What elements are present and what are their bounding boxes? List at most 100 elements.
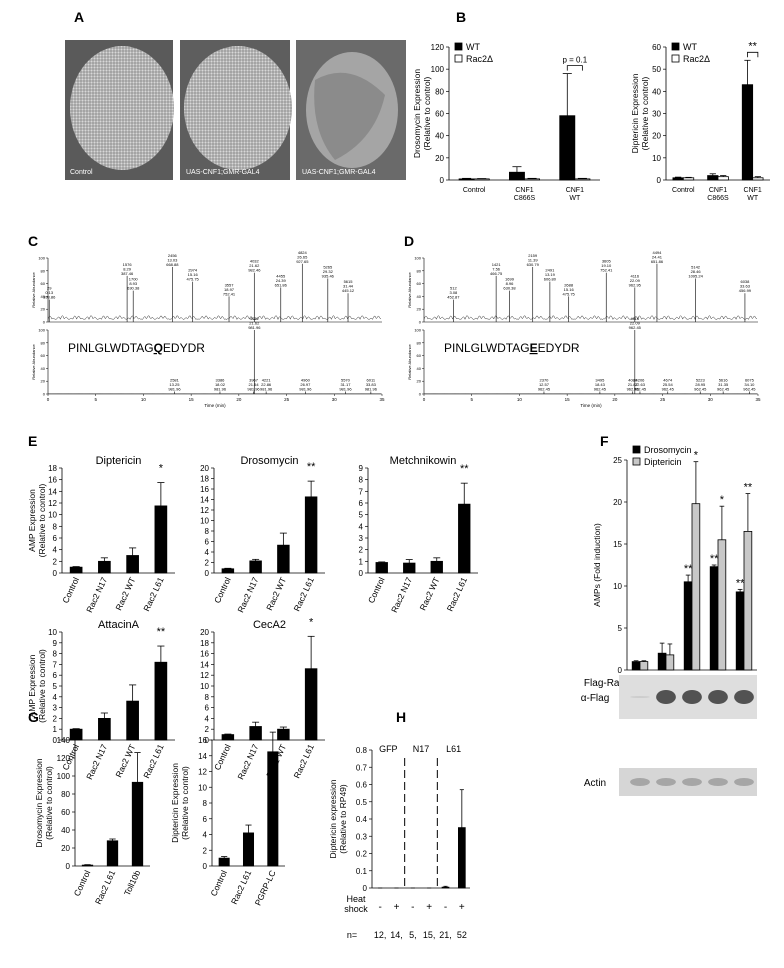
annotation: ** — [744, 482, 753, 494]
peak-label: 3605 — [602, 259, 612, 264]
bar — [154, 661, 168, 741]
y-axis-label: Diptericin Expression — [170, 763, 180, 843]
x-tick-label: CNF1 C866S — [514, 187, 536, 202]
panel-label: F — [600, 433, 609, 449]
y-tick-label: 8 — [203, 799, 208, 808]
y-tick-label: 10 — [48, 628, 57, 637]
peak-label: 5142 — [691, 264, 701, 269]
bar — [98, 718, 111, 741]
peak-label: 606.80 — [544, 277, 557, 282]
y-tick-label: 60 — [41, 353, 46, 358]
annotation: ** — [157, 626, 166, 638]
bar — [106, 840, 119, 867]
peak-label: 2456 — [168, 253, 178, 258]
peak-label: 752.41 — [600, 268, 613, 273]
chart-title: Metchnikowin — [390, 455, 457, 467]
panel-label: A — [74, 9, 84, 25]
bar — [683, 581, 693, 671]
y-tick-label: 40 — [417, 294, 422, 299]
peak-label: 24.41 — [652, 254, 663, 259]
y-tick-label: 12 — [198, 768, 207, 777]
y-tick-label: 25 — [613, 456, 622, 465]
y-tick-label: 0 — [43, 392, 46, 397]
annotation: ** — [736, 577, 745, 589]
peak-label: 28.46 — [691, 269, 702, 274]
bar — [458, 178, 475, 181]
y-tick-label: 14 — [198, 752, 207, 761]
x-tick-label: 0 — [423, 397, 426, 402]
peak-label: 1095.24 — [688, 273, 703, 278]
y-axis-label: (Relative to control) — [44, 766, 54, 840]
y-tick-label: 4 — [205, 714, 210, 723]
bar — [267, 751, 279, 867]
y-axis-label: Relative Abundance — [31, 343, 36, 379]
bar — [403, 562, 416, 574]
bar — [524, 178, 541, 181]
x-tick-label: + — [459, 902, 465, 913]
sequence: PINLGLWDTAGQEDYDR — [68, 341, 205, 355]
y-axis-label: AMP Expression — [27, 654, 37, 717]
y-tick-label: 0.2 — [356, 850, 368, 859]
x-tick-label: CNF1 WT — [744, 187, 762, 202]
annotation: ** — [748, 40, 757, 52]
error-bar — [224, 567, 232, 569]
x-tick-label-line: Control — [463, 187, 486, 194]
y-tick-label: 20 — [41, 379, 46, 384]
y-tick-label: 80 — [41, 340, 46, 345]
y-axis-label: Relative Abundance — [407, 271, 412, 307]
bar — [508, 171, 525, 181]
peak-label: 962.95 — [629, 282, 642, 287]
peak-label: 12.57 — [539, 382, 550, 387]
peak-label: 962.45 — [627, 386, 640, 391]
error-bar — [693, 461, 699, 504]
bar — [665, 654, 675, 671]
sequence-part: E — [530, 341, 538, 355]
peak-label: 5570 — [341, 377, 351, 382]
bar — [304, 668, 318, 741]
n-value: 5, — [409, 930, 417, 940]
x-tick-label-line: WT — [747, 195, 759, 202]
legend-label: Rac2Δ — [466, 54, 493, 64]
y-tick-label: 15 — [613, 540, 622, 549]
peak-label: 962.45 — [634, 386, 647, 391]
bar — [154, 505, 168, 574]
y-tick-label: 60 — [435, 110, 444, 119]
annotation: ** — [307, 461, 316, 473]
error-bar — [719, 505, 725, 540]
y-tick-label: 80 — [61, 790, 70, 799]
annotation: ** — [684, 563, 693, 575]
peak-label: 456.99 — [739, 288, 752, 293]
error-bar — [737, 588, 743, 592]
y-tick-label: 16 — [200, 650, 209, 659]
y-tick-label: 0 — [419, 392, 422, 397]
y-axis-label: Drosomycin Expression — [412, 69, 422, 159]
y-tick-label: 80 — [41, 268, 46, 273]
y-tick-label: 4 — [203, 831, 208, 840]
bar — [682, 177, 695, 181]
error-bar — [667, 643, 673, 655]
legend-label: Diptericin — [644, 457, 682, 467]
peak-label: 512 — [450, 286, 457, 291]
error-bar — [109, 838, 116, 841]
n-value: 14, — [390, 930, 403, 940]
x-tick-label: Rac2 L61 — [93, 868, 118, 905]
peak-label: 4032 — [250, 259, 260, 264]
y-tick-label: 10 — [200, 517, 209, 526]
y-tick-label: 40 — [41, 294, 46, 299]
y-tick-label: 80 — [417, 268, 422, 273]
error-bar — [443, 885, 448, 888]
error-bar — [72, 728, 80, 730]
peak-label: 22.63 — [635, 382, 646, 387]
peak-label: 34.10 — [744, 382, 755, 387]
y-tick-label: 8 — [53, 650, 58, 659]
y-tick-label: 0 — [419, 320, 422, 325]
bar — [709, 566, 719, 671]
error-bar — [709, 173, 716, 176]
peak-label: 981.96 — [365, 386, 378, 391]
peak-label: 3.08 — [449, 290, 458, 295]
peak-label: 962.45 — [717, 386, 730, 391]
y-tick-label: 0.5 — [356, 798, 368, 807]
y-axis-label: (Relative to control) — [422, 76, 432, 150]
error-bar — [527, 177, 537, 179]
error-bar — [252, 558, 260, 561]
